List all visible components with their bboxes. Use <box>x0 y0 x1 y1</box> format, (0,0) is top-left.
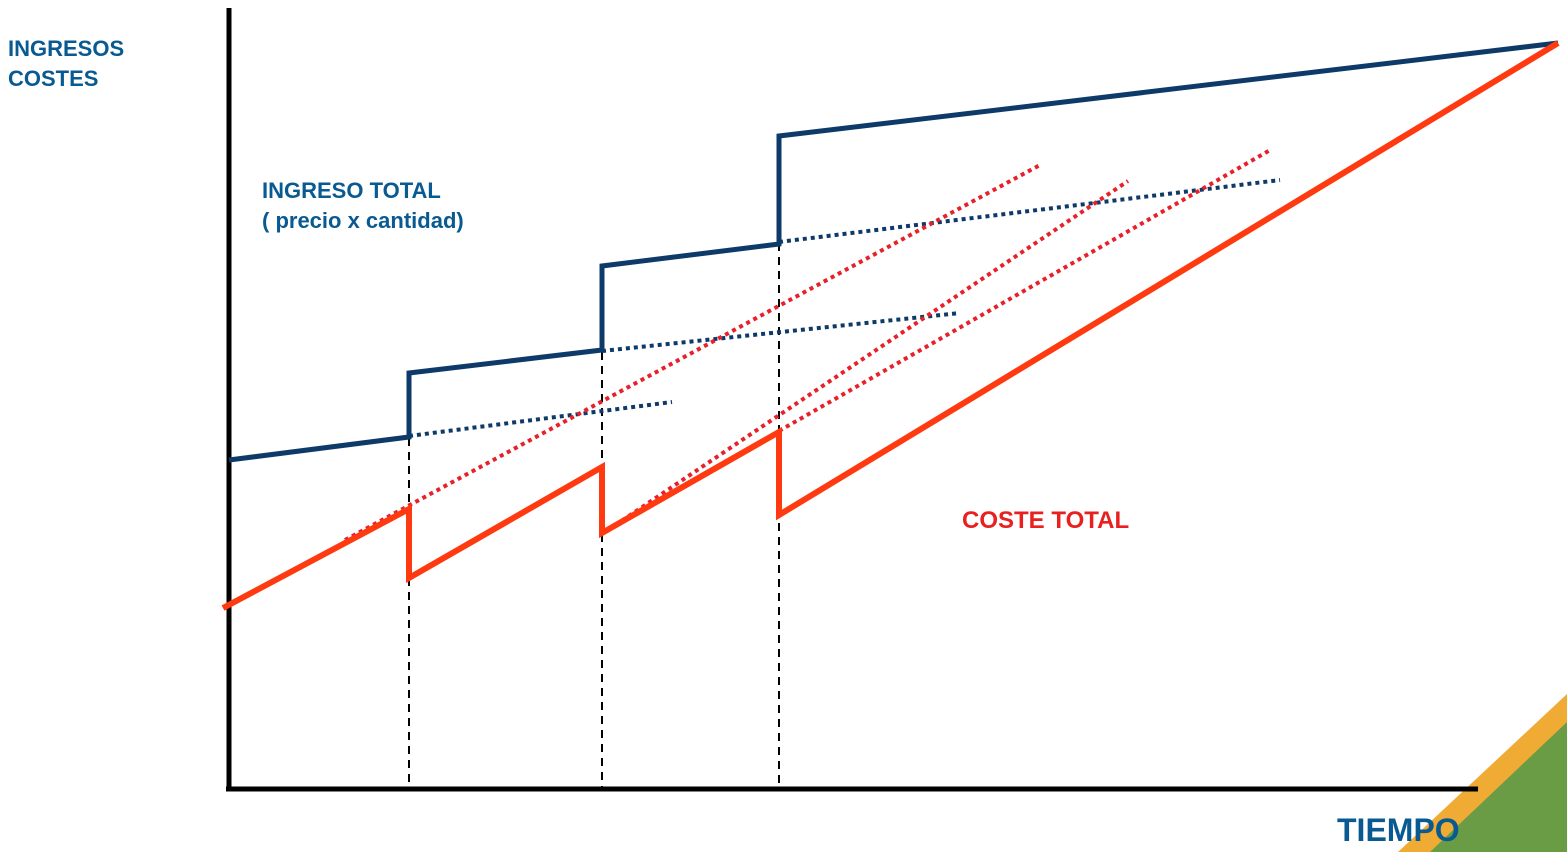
revenue-projection-2 <box>601 311 961 353</box>
total-revenue-label-formula: ( precio x cantidad) <box>262 208 464 233</box>
axes <box>226 8 1478 792</box>
total-revenue-line <box>228 40 1559 463</box>
y-axis-label: INGRESOS COSTES <box>8 34 124 94</box>
cost-projection-2 <box>600 179 1130 536</box>
corner-green-band <box>1430 722 1567 852</box>
time-markers <box>408 243 780 788</box>
total-cost-line <box>221 40 1560 611</box>
y-axis-label-line-1: INGRESOS <box>8 36 125 61</box>
cost-projection-3 <box>778 147 1273 433</box>
x-axis-label: TIEMPO <box>1337 812 1460 848</box>
corner-decoration <box>1398 694 1567 852</box>
total-revenue-label-title: INGRESO TOTAL <box>262 178 441 203</box>
total-revenue-label: INGRESO TOTAL ( precio x cantidad) <box>262 176 464 236</box>
y-axis-label-line-2: COSTES <box>8 66 99 91</box>
total-cost-label: COSTE TOTAL <box>962 507 1130 534</box>
cost-projection-1 <box>344 163 1041 542</box>
cost-projections <box>344 147 1273 542</box>
revenue-projection-1 <box>408 400 673 438</box>
